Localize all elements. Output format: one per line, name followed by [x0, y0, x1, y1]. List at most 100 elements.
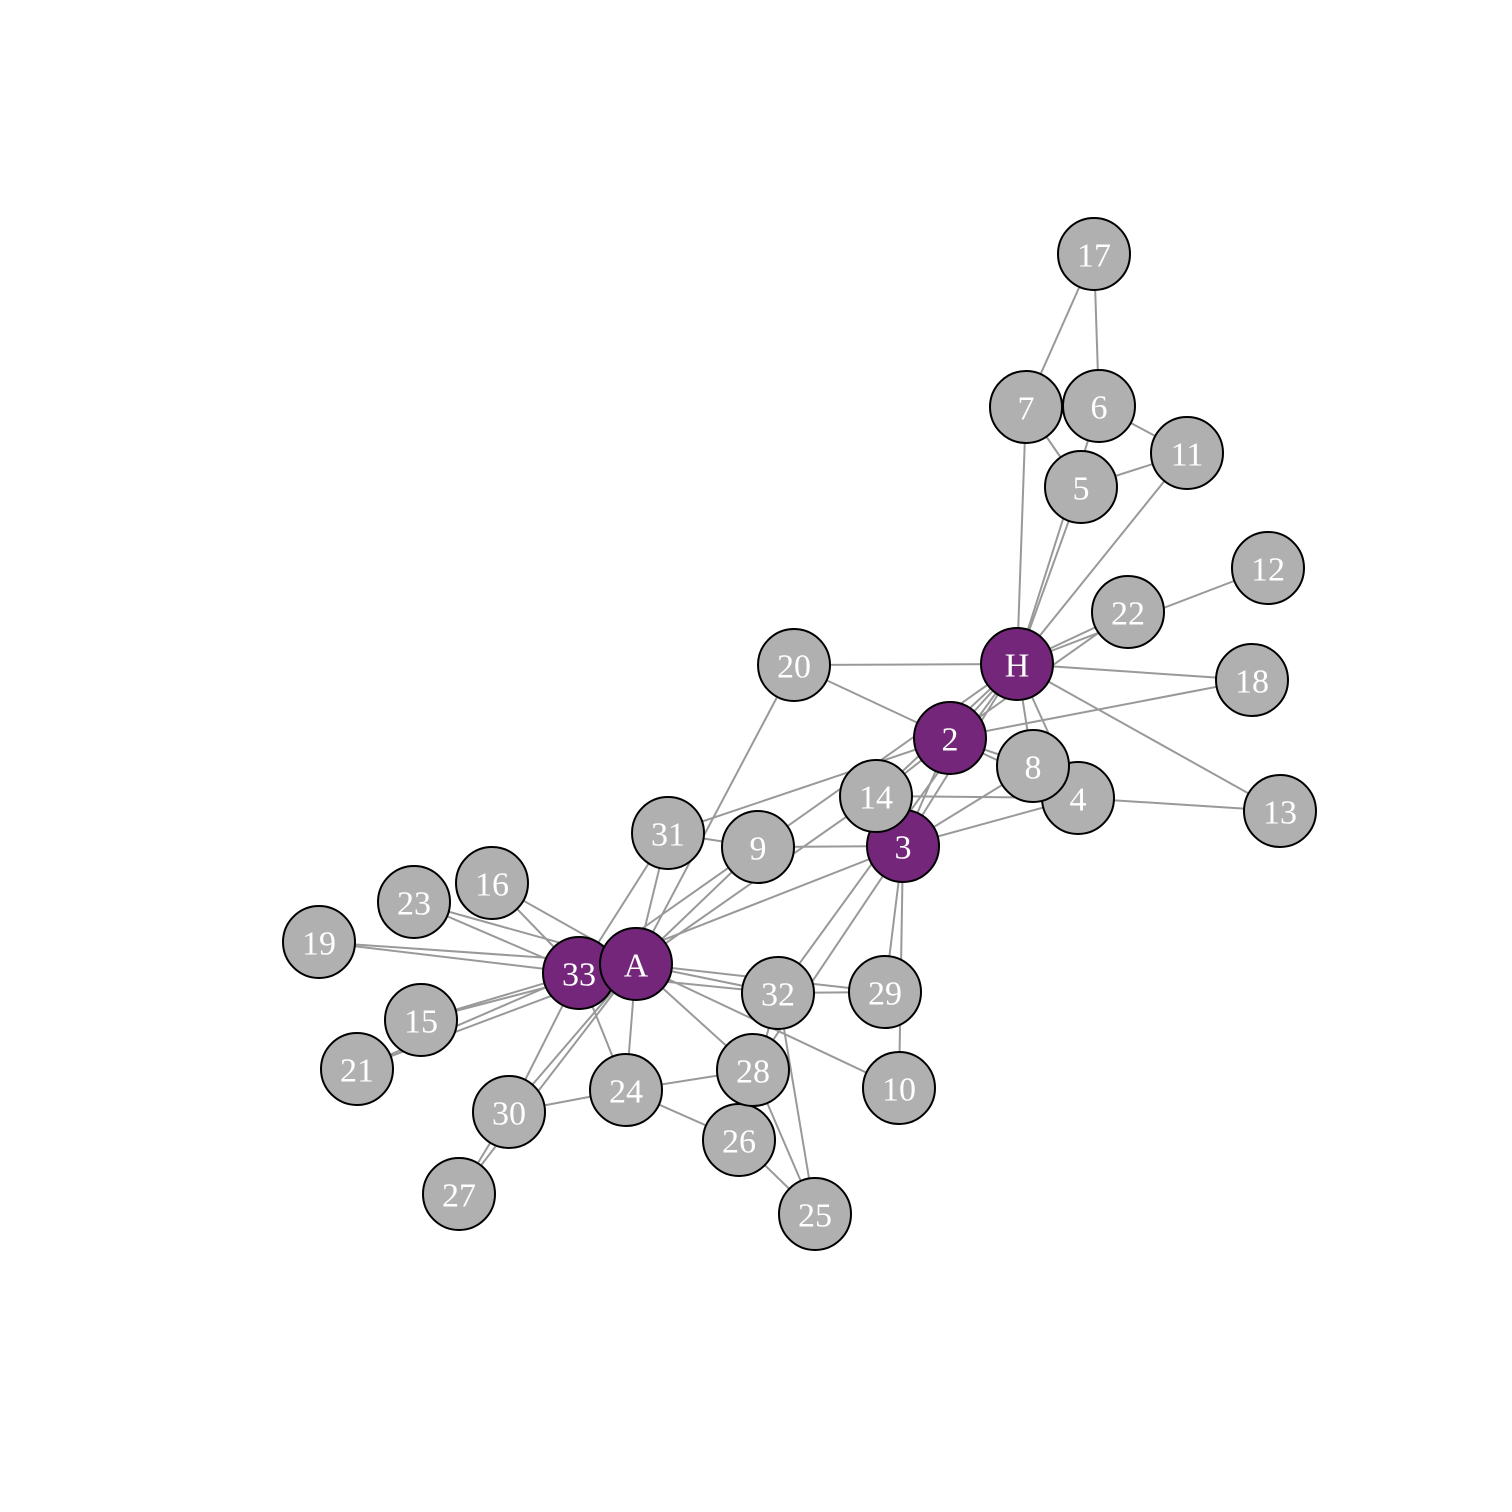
node-circle [1243, 774, 1317, 848]
node-29: 29 [848, 955, 922, 1029]
node-12: 12 [1231, 531, 1305, 605]
node-label: 12 [1251, 552, 1285, 589]
node-circle [631, 796, 705, 870]
node-circle [1231, 531, 1305, 605]
node-label: 24 [609, 1074, 643, 1111]
node-layer: H234567891011121314151617181920212223242… [282, 217, 1317, 1251]
node-A: A [599, 927, 673, 1001]
edge-2-31 [667, 737, 951, 834]
node-circle [913, 701, 987, 775]
node-label: 20 [777, 649, 811, 686]
node-28: 28 [716, 1033, 790, 1107]
node-label: 10 [882, 1072, 916, 1109]
node-30: 30 [472, 1075, 546, 1149]
node-label: 32 [761, 977, 795, 1014]
node-circle [1044, 450, 1118, 524]
node-label: 11 [1171, 437, 1204, 474]
node-21: 21 [320, 1032, 394, 1106]
node-10: 10 [862, 1051, 936, 1125]
node-26: 26 [702, 1103, 776, 1177]
node-circle [282, 905, 356, 979]
edge-H-7 [1016, 406, 1027, 665]
node-circle [1062, 369, 1136, 443]
edge-H-11 [1016, 452, 1188, 665]
node-label: 7 [1018, 391, 1035, 428]
node-circle [384, 983, 458, 1057]
node-11: 11 [1150, 416, 1224, 490]
node-label: 28 [736, 1054, 770, 1091]
node-label: 27 [442, 1178, 476, 1215]
node-label: 31 [651, 817, 685, 854]
node-circle [716, 1033, 790, 1107]
node-32: 32 [741, 956, 815, 1030]
node-5: 5 [1044, 450, 1118, 524]
node-circle [839, 759, 913, 833]
node-label: 16 [475, 867, 509, 904]
node-15: 15 [384, 983, 458, 1057]
node-25: 25 [778, 1177, 852, 1251]
node-circle [1215, 643, 1289, 717]
node-label: 4 [1070, 782, 1087, 819]
node-label: A [624, 948, 649, 985]
node-27: 27 [422, 1157, 496, 1231]
node-label: 18 [1235, 664, 1269, 701]
edge-27-A [458, 963, 637, 1195]
node-circle [599, 927, 673, 1001]
node-label: 5 [1073, 471, 1090, 508]
node-label: H [1005, 648, 1030, 685]
node-label: 6 [1091, 390, 1108, 427]
node-circle [778, 1177, 852, 1251]
node-6: 6 [1062, 369, 1136, 443]
node-label: 29 [868, 976, 902, 1013]
node-label: 23 [397, 886, 431, 923]
node-circle [1057, 217, 1131, 291]
node-circle [422, 1157, 496, 1231]
node-circle [980, 627, 1054, 701]
node-circle [455, 846, 529, 920]
node-24: 24 [589, 1053, 663, 1127]
node-label: 3 [895, 830, 912, 867]
node-9: 9 [721, 810, 795, 884]
node-H: H [980, 627, 1054, 701]
edge-19-33 [318, 941, 580, 974]
node-20: 20 [757, 628, 831, 702]
edge-2-18 [949, 679, 1253, 739]
node-circle [1150, 416, 1224, 490]
node-23: 23 [377, 865, 451, 939]
node-label: 21 [340, 1053, 374, 1090]
node-7: 7 [989, 370, 1063, 444]
node-circle [1091, 575, 1165, 649]
node-circle [848, 955, 922, 1029]
node-2: 2 [913, 701, 987, 775]
node-circle [320, 1032, 394, 1106]
node-31: 31 [631, 796, 705, 870]
node-label: 22 [1111, 596, 1145, 633]
node-label: 14 [859, 780, 893, 817]
node-label: 25 [798, 1198, 832, 1235]
node-circle [757, 628, 831, 702]
edge-H-9 [757, 663, 1018, 848]
node-circle [996, 729, 1070, 803]
node-18: 18 [1215, 643, 1289, 717]
edge-H-18 [1016, 663, 1253, 681]
node-label: 8 [1025, 750, 1042, 787]
node-14: 14 [839, 759, 913, 833]
node-label: 2 [942, 722, 959, 759]
node-circle [862, 1051, 936, 1125]
edge-20-A [635, 664, 795, 965]
edge-3-28 [752, 845, 904, 1071]
node-circle [721, 810, 795, 884]
node-label: 30 [492, 1096, 526, 1133]
edge-25-32 [777, 992, 816, 1215]
node-label: 33 [562, 957, 596, 994]
node-circle [377, 865, 451, 939]
edge-H-20 [793, 663, 1018, 666]
edge-H-13 [1016, 663, 1281, 812]
node-19: 19 [282, 905, 356, 979]
node-label: 17 [1077, 238, 1111, 275]
node-33: 33 [542, 936, 616, 1010]
node-label: 13 [1263, 795, 1297, 832]
node-label: 26 [722, 1124, 756, 1161]
